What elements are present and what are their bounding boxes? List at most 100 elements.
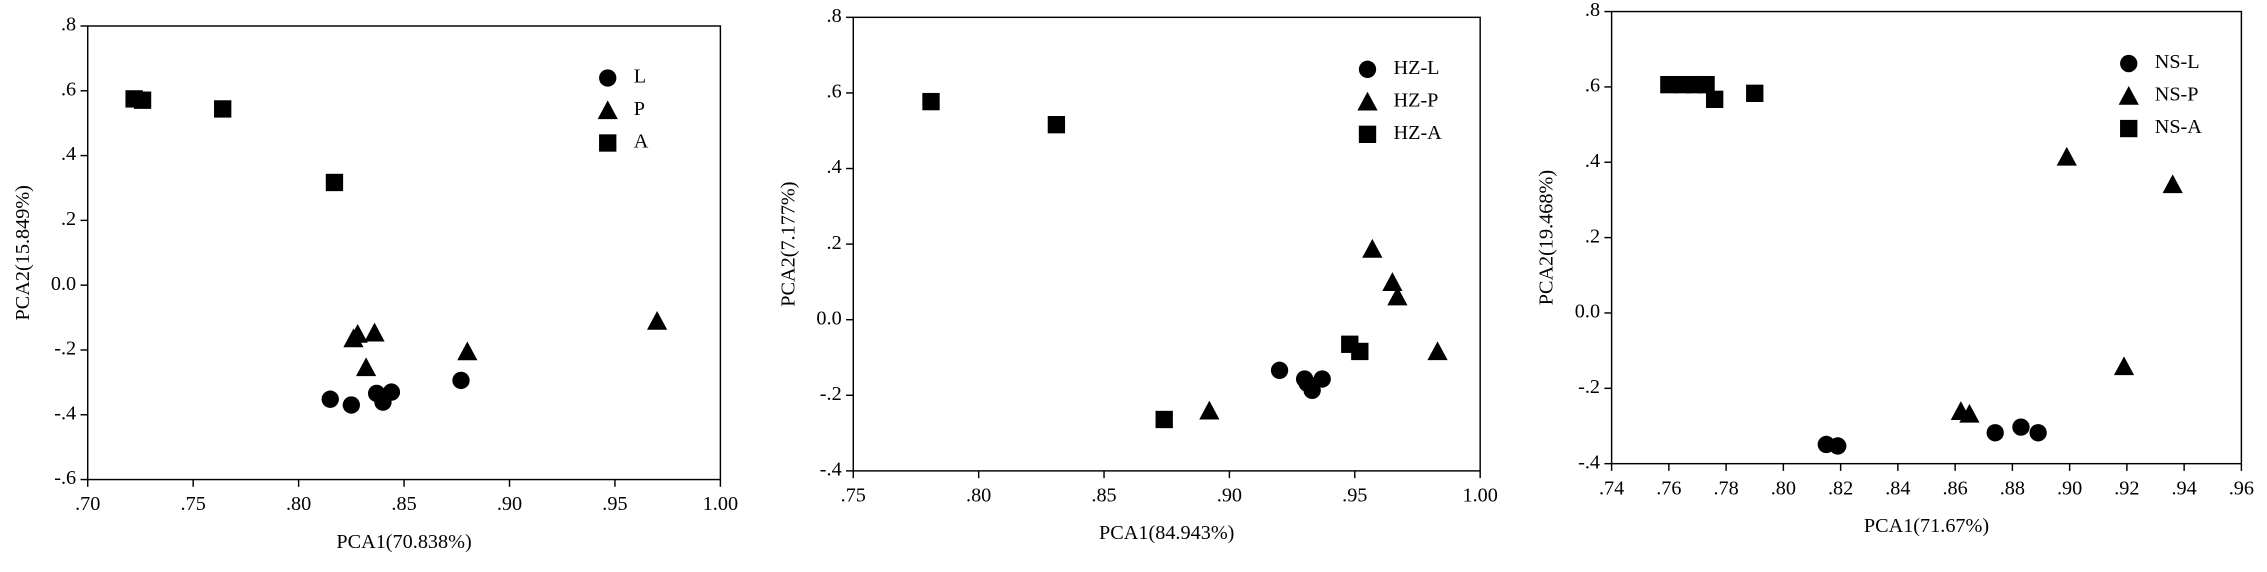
data-point <box>452 371 470 390</box>
data-point <box>1427 341 1448 361</box>
legend-label: HZ-L <box>1394 57 1440 79</box>
legend-marker <box>2118 85 2139 105</box>
data-point <box>1660 75 1678 94</box>
x-tick-label: .75 <box>181 493 206 515</box>
y-tick-label: .2 <box>827 232 842 254</box>
data-point <box>1382 272 1403 291</box>
y-tick-label: .4 <box>827 156 842 178</box>
data-point <box>342 396 360 414</box>
data-point <box>2162 174 2183 194</box>
legend-label: NS-P <box>2155 84 2199 106</box>
x-tick-label: .84 <box>1885 477 1910 499</box>
legend-label: NS-L <box>2155 51 2200 73</box>
x-tick-label: .95 <box>1342 485 1367 507</box>
x-tick-label: .74 <box>1599 477 1624 499</box>
data-point <box>922 92 940 111</box>
y-tick-label: -.2 <box>820 383 842 405</box>
y-axis-label: PCA2(19.468%) <box>1536 170 1558 305</box>
legend-label: HZ-P <box>1394 89 1439 111</box>
data-point <box>2056 146 2077 166</box>
x-tick-label: .85 <box>391 493 416 515</box>
data-point <box>1155 410 1173 429</box>
plot-frame <box>852 16 1481 472</box>
data-point <box>1295 370 1314 388</box>
data-point <box>325 173 344 192</box>
legend-marker <box>597 100 618 120</box>
legend-marker <box>1358 125 1377 143</box>
data-point <box>1351 342 1369 361</box>
data-point <box>2113 356 2135 376</box>
data-point <box>133 91 152 109</box>
x-tick-label: 1.00 <box>1462 485 1497 507</box>
x-tick-label: .86 <box>1942 477 1967 499</box>
x-tick-label: .88 <box>2000 477 2025 499</box>
x-tick-label: .92 <box>2114 477 2139 499</box>
y-tick-label: 0.0 <box>816 307 841 329</box>
y-tick-label: .8 <box>61 14 76 36</box>
y-tick-label: -.4 <box>820 459 842 481</box>
x-axis-label: PCA1(84.943%) <box>1099 522 1234 544</box>
data-point <box>1959 403 1980 423</box>
x-tick-label: .80 <box>286 493 311 515</box>
data-point <box>347 323 368 343</box>
x-tick-label: .80 <box>1771 477 1796 499</box>
data-point <box>364 322 385 342</box>
data-point <box>214 100 232 118</box>
legend-label: P <box>634 98 645 120</box>
y-tick-label: .2 <box>1585 225 1600 247</box>
data-point <box>321 390 339 408</box>
x-tick-label: .94 <box>2171 477 2196 499</box>
y-tick-label: .4 <box>61 143 76 165</box>
x-tick-label: .78 <box>1713 477 1738 499</box>
legend-label: HZ-A <box>1394 122 1443 144</box>
data-point <box>1746 84 1764 102</box>
y-tick-label: -.6 <box>54 467 76 489</box>
data-point <box>1199 400 1220 420</box>
plot-frame <box>87 25 722 481</box>
legend-label: L <box>634 66 646 88</box>
x-axis-label: PCA1(70.838%) <box>336 531 471 553</box>
legend-marker <box>2120 119 2138 138</box>
y-tick-label: 0.0 <box>1575 301 1600 323</box>
x-tick-label: .90 <box>1217 485 1242 507</box>
y-tick-label: .6 <box>827 81 842 103</box>
y-tick-label: .6 <box>1585 75 1600 97</box>
data-point <box>1986 424 2004 442</box>
legend-label: NS-A <box>2155 116 2203 138</box>
x-tick-label: .90 <box>2057 477 2082 499</box>
data-point <box>2029 424 2047 442</box>
y-tick-label: .2 <box>61 208 76 230</box>
x-tick-label: .75 <box>841 485 866 507</box>
y-axis-label: PCA2(15.849%) <box>12 185 34 320</box>
x-tick-label: .82 <box>1828 477 1853 499</box>
x-axis-label: PCA1(71.67%) <box>1864 515 1989 537</box>
legend-marker <box>599 134 617 152</box>
legend-label: A <box>634 131 649 153</box>
y-tick-label: -.4 <box>54 402 76 424</box>
y-tick-label: .8 <box>827 5 842 27</box>
y-tick-label: -.2 <box>54 338 76 360</box>
x-tick-label: .80 <box>966 485 991 507</box>
data-point <box>1705 90 1724 109</box>
data-point <box>1270 361 1289 380</box>
x-tick-label: .70 <box>75 493 100 515</box>
data-point <box>1362 238 1383 258</box>
data-point <box>1697 75 1715 94</box>
data-point <box>2012 418 2030 436</box>
y-tick-label: -.2 <box>1578 376 1600 398</box>
data-point <box>355 357 377 377</box>
data-point <box>647 311 668 330</box>
data-point <box>1313 370 1331 388</box>
legend-marker <box>599 69 617 87</box>
y-tick-label: -.4 <box>1578 451 1600 473</box>
data-point <box>1047 116 1066 134</box>
y-tick-label: .4 <box>1585 150 1600 172</box>
legend-marker <box>1357 91 1378 111</box>
y-tick-label: 0.0 <box>51 273 76 295</box>
data-point <box>1387 286 1408 306</box>
data-point <box>457 341 478 361</box>
x-tick-label: .76 <box>1656 477 1681 499</box>
x-tick-label: .96 <box>2229 477 2254 499</box>
